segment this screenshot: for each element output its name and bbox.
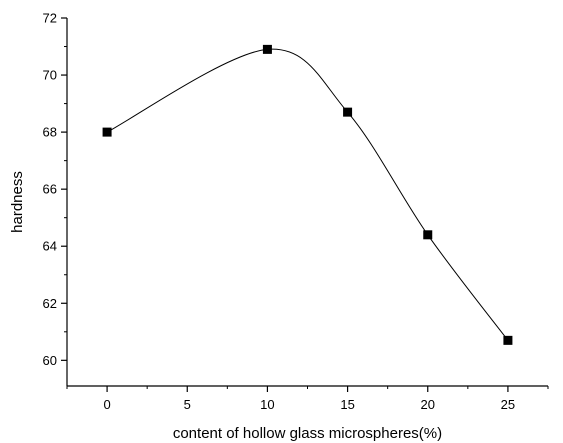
x-tick-label: 0 — [103, 397, 110, 412]
data-point — [343, 107, 353, 117]
fit-curve-layer — [106, 48, 509, 341]
x-tick-label: 5 — [184, 397, 191, 412]
y-tick-label: 72 — [43, 11, 57, 26]
y-tick-label: 62 — [43, 296, 57, 311]
y-tick-label: 64 — [43, 239, 57, 254]
x-tick-label: 20 — [421, 397, 435, 412]
y-axis-title: hardness — [9, 171, 26, 233]
data-point — [102, 127, 112, 137]
data-point — [262, 44, 272, 54]
x-tick-label: 10 — [260, 397, 274, 412]
fit-curve — [106, 48, 509, 341]
data-points-layer — [102, 44, 513, 345]
y-tick-label: 60 — [43, 353, 57, 368]
axes: 60 62 64 66 68 70 72 0 5 10 15 20 25 — [43, 11, 549, 412]
y-tick-label: 70 — [43, 68, 57, 83]
x-tick-label: 15 — [340, 397, 354, 412]
y-tick-label: 66 — [43, 182, 57, 197]
y-tick-label: 68 — [43, 125, 57, 140]
x-tick-label: 25 — [501, 397, 515, 412]
data-point — [423, 230, 433, 240]
x-axis-title: content of hollow glass microspheres(%) — [173, 425, 442, 442]
data-point — [503, 335, 513, 345]
